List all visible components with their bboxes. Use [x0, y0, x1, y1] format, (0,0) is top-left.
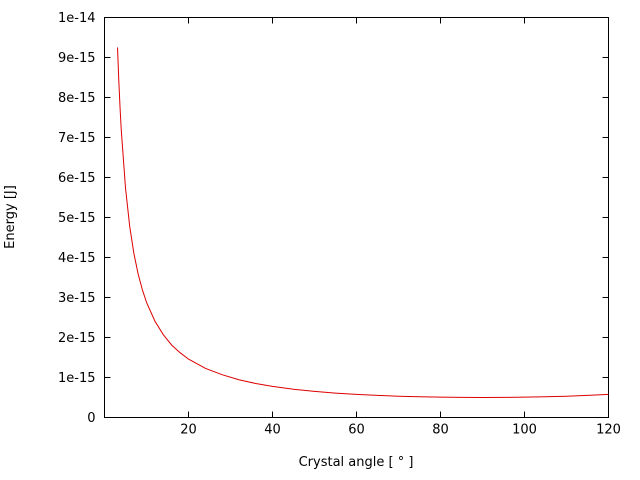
- y-tick-label: 6e-15: [58, 171, 96, 186]
- axis-tick-labels: 20 40 60 80 100 120 0 1e-15 2e-15 3e-15 4e-15 5e-15…: [58, 11, 621, 438]
- x-tick-label: 80: [432, 423, 449, 438]
- y-tick-label: 2e-15: [58, 331, 96, 346]
- x-tick-label: 20: [180, 423, 197, 438]
- energy-curve: [117, 47, 609, 399]
- plot-border: [104, 17, 609, 418]
- x-tick-label: 60: [348, 423, 365, 438]
- x-axis-label: Crystal angle [ ° ]: [299, 455, 414, 470]
- y-tick-label: 1e-15: [58, 371, 96, 386]
- x-tick-label: 40: [264, 423, 281, 438]
- y-tick-label: 1e-14: [58, 11, 96, 26]
- y-tick-label: 5e-15: [58, 211, 96, 226]
- x-tick-label: 120: [596, 423, 621, 438]
- y-tick-label: 0: [87, 411, 95, 426]
- y-tick-label: 7e-15: [58, 131, 96, 146]
- y-axis-label: Energy [J]: [3, 185, 18, 249]
- y-tick-label: 3e-15: [58, 291, 96, 306]
- axis-ticks: [104, 17, 609, 418]
- x-tick-label: 100: [512, 423, 537, 438]
- y-tick-label: 4e-15: [58, 251, 96, 266]
- y-tick-label: 9e-15: [58, 51, 96, 66]
- y-tick-label: 8e-15: [58, 91, 96, 106]
